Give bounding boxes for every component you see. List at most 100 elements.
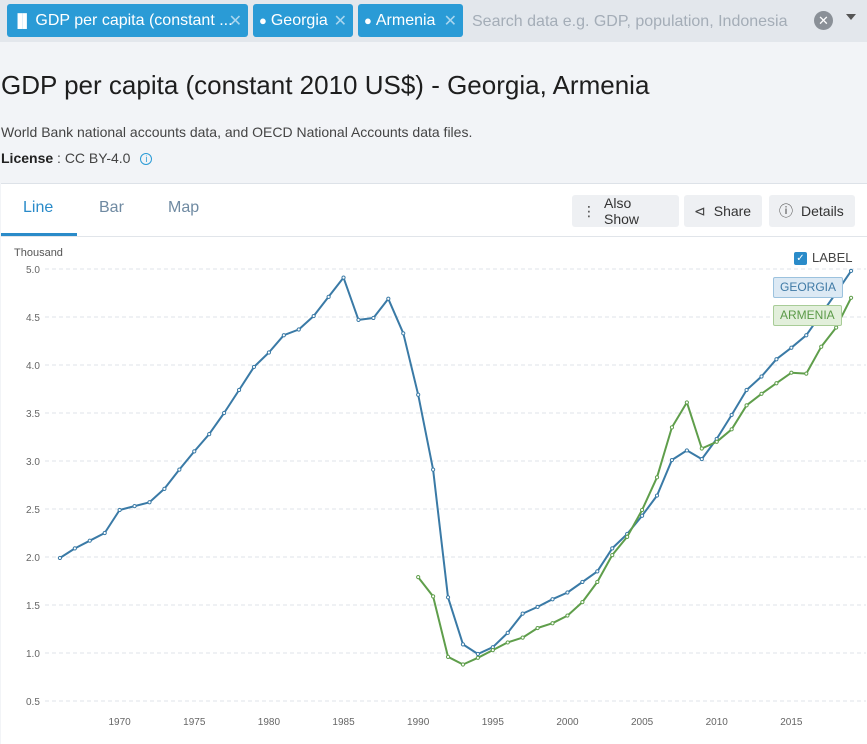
data-point-armenia <box>834 325 839 330</box>
tab-line[interactable]: Line <box>23 199 54 216</box>
country-chip-georgia[interactable]: ● Georgia ✕ <box>253 4 353 37</box>
clear-search-icon[interactable]: ✕ <box>814 11 833 30</box>
series-line-georgia <box>59 270 852 655</box>
label-toggle-text: LABEL <box>812 250 853 265</box>
x-tick-label: 2000 <box>556 717 579 728</box>
data-point-armenia <box>460 662 466 667</box>
country-chip-label: Georgia <box>270 11 328 29</box>
close-icon[interactable]: ✕ <box>333 13 347 30</box>
license-value: CC BY-4.0 <box>64 150 131 166</box>
indicator-chip-label: GDP per capita (constant ... <box>35 11 233 29</box>
tab-bar[interactable]: Bar <box>99 199 124 216</box>
license-label: License <box>1 150 54 166</box>
share-label: Share <box>713 203 752 219</box>
data-point-georgia <box>729 412 734 418</box>
close-icon[interactable]: ✕ <box>443 13 457 30</box>
search-input[interactable] <box>470 8 804 36</box>
share-icon: ⊲ <box>694 202 706 219</box>
indicator-chip[interactable]: ▐▌ GDP per capita (constant ... ✕ <box>7 4 248 37</box>
data-point-georgia <box>848 268 854 274</box>
x-tick-label: 1985 <box>332 717 355 728</box>
data-point-georgia <box>565 590 570 595</box>
data-point-armenia <box>789 370 794 375</box>
data-point-armenia <box>595 579 600 585</box>
also-show-button[interactable]: ⋮ Also Show <box>572 195 679 227</box>
data-point-armenia <box>625 534 630 539</box>
active-tab-indicator <box>1 233 77 236</box>
data-point-armenia <box>505 640 510 645</box>
label-checkbox[interactable]: ✓ <box>794 252 807 265</box>
data-point-armenia <box>729 427 734 432</box>
details-button[interactable]: ⓘ Details <box>769 195 855 227</box>
data-point-georgia <box>580 579 585 585</box>
y-tick-label: 2.0 <box>26 553 40 564</box>
x-tick-label: 2015 <box>780 717 803 728</box>
data-point-armenia <box>580 600 585 605</box>
tab-map[interactable]: Map <box>168 199 200 216</box>
data-point-georgia <box>401 331 406 336</box>
data-point-georgia <box>535 604 540 610</box>
data-point-georgia <box>371 315 376 321</box>
data-point-georgia <box>87 538 92 543</box>
country-chip-label: Armenia <box>375 11 436 29</box>
info-icon[interactable]: i <box>140 153 153 165</box>
location-pin-icon: ● <box>364 13 372 28</box>
info-circle-icon: ⓘ <box>779 203 793 219</box>
data-point-georgia <box>192 449 197 454</box>
data-point-armenia <box>684 400 689 405</box>
data-point-georgia <box>296 327 301 332</box>
series-line-armenia <box>417 297 852 666</box>
y-tick-label: 1.0 <box>26 649 40 660</box>
data-point-georgia <box>759 374 764 379</box>
x-tick-label: 1990 <box>407 717 430 728</box>
data-point-georgia <box>774 357 779 362</box>
x-tick-label: 1970 <box>109 717 132 728</box>
data-point-armenia <box>714 439 719 444</box>
data-point-georgia <box>639 513 645 518</box>
data-point-armenia <box>535 625 540 631</box>
data-point-georgia <box>162 486 167 491</box>
chart-tabs: Line Bar Map ⋮ Also Show ⊲ Share ⓘ Detai… <box>1 184 867 237</box>
data-point-georgia <box>311 313 316 319</box>
y-tick-label: 3.0 <box>26 457 40 468</box>
country-chip-armenia[interactable]: ● Armenia ✕ <box>358 4 463 37</box>
data-point-georgia <box>460 642 466 647</box>
data-point-georgia <box>386 296 391 301</box>
data-point-armenia <box>610 552 615 558</box>
data-point-armenia <box>445 654 451 659</box>
data-point-armenia <box>744 403 749 408</box>
data-point-armenia <box>819 344 824 349</box>
share-button[interactable]: ⊲ Share <box>684 195 762 227</box>
source-text: World Bank national accounts data, and O… <box>1 124 473 140</box>
data-point-armenia <box>759 391 764 396</box>
data-point-armenia <box>475 655 480 660</box>
data-point-georgia <box>102 530 107 536</box>
data-point-georgia <box>789 345 794 350</box>
chart-panel: Line Bar Map ⋮ Also Show ⊲ Share ⓘ Detai… <box>1 183 867 744</box>
y-tick-label: 0.5 <box>26 697 40 708</box>
license-line: License : CC BY-4.0 i <box>1 150 153 166</box>
data-point-georgia <box>804 333 809 338</box>
series-tag-armenia: ARMENIA <box>773 305 842 326</box>
data-point-georgia <box>520 611 525 616</box>
data-point-georgia <box>251 364 257 370</box>
data-point-georgia <box>550 597 555 602</box>
y-tick-label: 4.5 <box>26 313 40 324</box>
also-show-label: Also Show <box>604 195 640 227</box>
x-tick-label: 2010 <box>706 717 729 728</box>
y-tick-label: 3.5 <box>26 409 40 420</box>
data-point-armenia <box>774 381 779 386</box>
data-point-armenia <box>431 594 436 599</box>
data-point-armenia <box>848 295 854 300</box>
data-point-armenia <box>804 371 809 376</box>
data-point-armenia <box>654 475 660 480</box>
data-point-georgia <box>326 294 331 299</box>
close-icon[interactable]: ✕ <box>228 13 242 30</box>
data-point-georgia <box>236 387 242 393</box>
chevron-down-icon[interactable] <box>846 14 856 20</box>
data-point-georgia <box>744 387 749 393</box>
data-point-georgia <box>147 500 152 505</box>
data-point-georgia <box>445 595 451 600</box>
data-point-georgia <box>207 432 212 437</box>
location-pin-icon: ● <box>259 13 267 28</box>
